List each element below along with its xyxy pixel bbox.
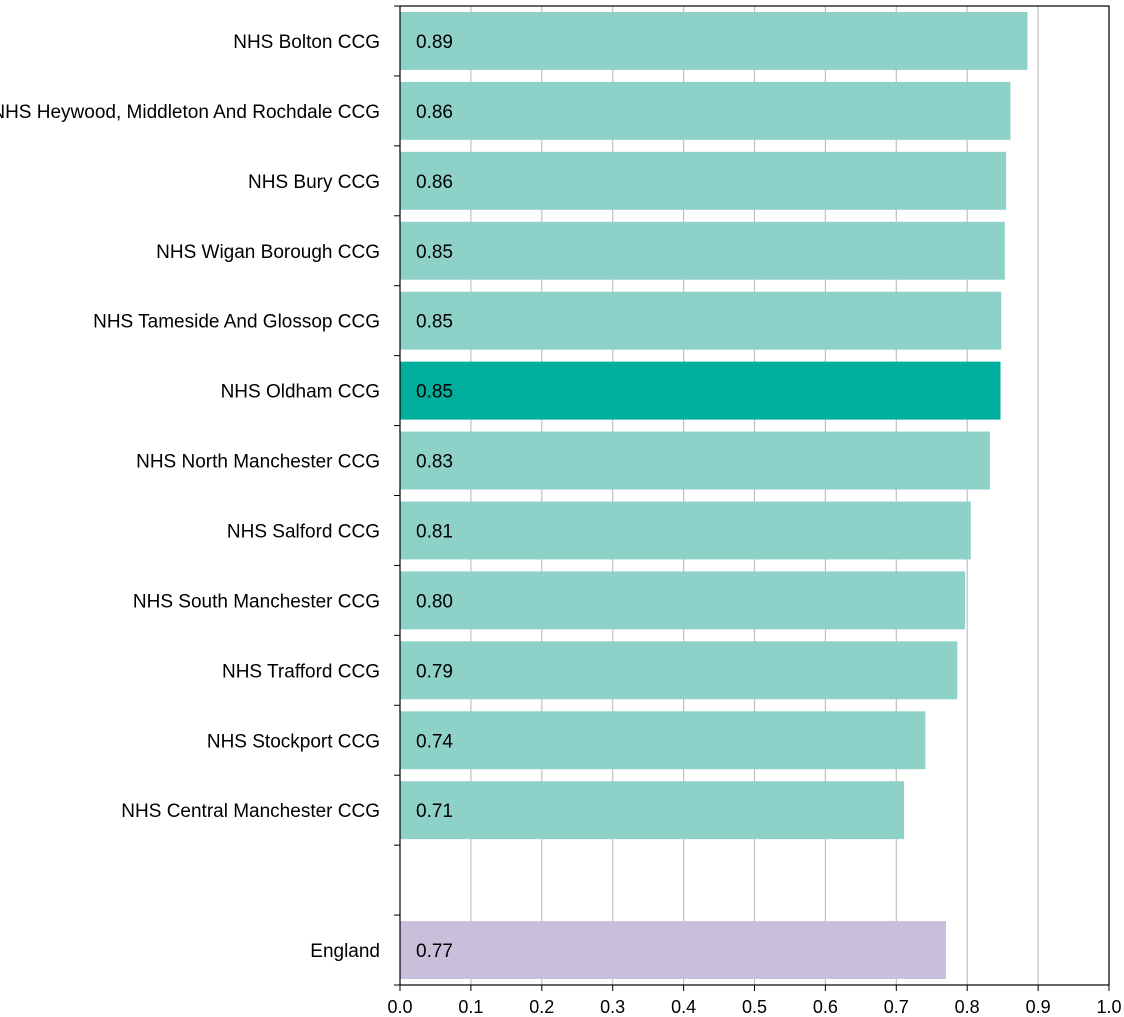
bar-nhs-north-manchester-ccg [400,431,990,490]
value-label-nhs-trafford-ccg: 0.79 [416,661,453,682]
category-label-nhs-bolton-ccg: NHS Bolton CCG [233,32,380,53]
value-label-nhs-tameside-and-glossop-ccg: 0.85 [416,312,453,333]
value-label-nhs-oldham-ccg: 0.85 [416,382,453,403]
value-label-england: 0.77 [416,941,453,962]
value-label-nhs-central-manchester-ccg: 0.71 [416,801,453,822]
category-label-nhs-north-manchester-ccg: NHS North Manchester CCG [136,452,380,473]
category-label-nhs-stockport-ccg: NHS Stockport CCG [207,731,380,752]
bars [400,12,1028,979]
bar-nhs-stockport-ccg [400,711,926,770]
value-label-nhs-salford-ccg: 0.81 [416,521,453,542]
x-tick-label: 0.2 [529,997,554,1017]
bar-england [400,921,946,979]
value-label-nhs-wigan-borough-ccg: 0.85 [416,242,453,263]
axes [394,5,1110,991]
bar-nhs-tameside-and-glossop-ccg [400,291,1002,350]
category-labels: NHS Bolton CCG NHS Heywood, Middleton And… [0,32,380,962]
x-tick-label: 0.0 [387,997,412,1017]
value-label-nhs-stockport-ccg: 0.74 [416,731,453,752]
x-tick-label: 0.3 [600,997,625,1017]
value-labels: 0.89 0.86 0.86 0.85 0.85 0.85 0.83 0.81 0.80 0.79… [416,32,453,962]
bar-nhs-south-manchester-ccg [400,571,966,630]
x-tick-label: 0.6 [813,997,838,1017]
bar-nhs-bolton-ccg [400,12,1028,70]
x-tick-labels: 0.0 0.1 0.2 0.3 0.4 0.5 0.6 0.7 0.8 0.9 1.0 [387,997,1121,1017]
category-label-nhs-south-manchester-ccg: NHS South Manchester CCG [133,591,380,612]
value-label-nhs-heywood-middleton-and-rochdale-ccg: 0.86 [416,102,453,123]
value-label-nhs-north-manchester-ccg: 0.83 [416,452,453,473]
value-label-nhs-bolton-ccg: 0.89 [416,32,453,53]
bar-nhs-salford-ccg [400,501,971,560]
category-label-nhs-trafford-ccg: NHS Trafford CCG [222,661,380,682]
x-tick-label: 0.1 [458,997,483,1017]
x-tick-label: 0.5 [742,997,767,1017]
plot-area-frame [399,5,1110,986]
category-label-nhs-salford-ccg: NHS Salford CCG [227,521,380,542]
category-label-nhs-central-manchester-ccg: NHS Central Manchester CCG [121,801,380,822]
x-tick-label: 1.0 [1096,997,1121,1017]
bar-nhs-oldham-ccg [400,361,1001,420]
category-label-nhs-heywood-middleton-and-rochdale-ccg: NHS Heywood, Middleton And Rochdale CCG [0,102,380,123]
category-label-nhs-wigan-borough-ccg: NHS Wigan Borough CCG [156,242,380,263]
value-label-nhs-south-manchester-ccg: 0.80 [416,591,453,612]
x-tick-label: 0.7 [884,997,909,1017]
category-label-nhs-oldham-ccg: NHS Oldham CCG [221,382,380,403]
x-tick-label: 0.9 [1026,997,1051,1017]
bar-nhs-central-manchester-ccg [400,781,905,840]
category-label-nhs-tameside-and-glossop-ccg: NHS Tameside And Glossop CCG [93,312,380,333]
bar-nhs-trafford-ccg [400,641,958,700]
bar-nhs-wigan-borough-ccg [400,221,1005,280]
x-tick-label: 0.4 [671,997,696,1017]
category-label-nhs-bury-ccg: NHS Bury CCG [248,172,380,193]
bar-nhs-bury-ccg [400,151,1007,210]
value-label-nhs-bury-ccg: 0.86 [416,172,453,193]
category-label-england: England [310,941,380,962]
bar-nhs-heywood-middleton-and-rochdale-ccg [400,81,1011,140]
x-tick-label: 0.8 [955,997,980,1017]
